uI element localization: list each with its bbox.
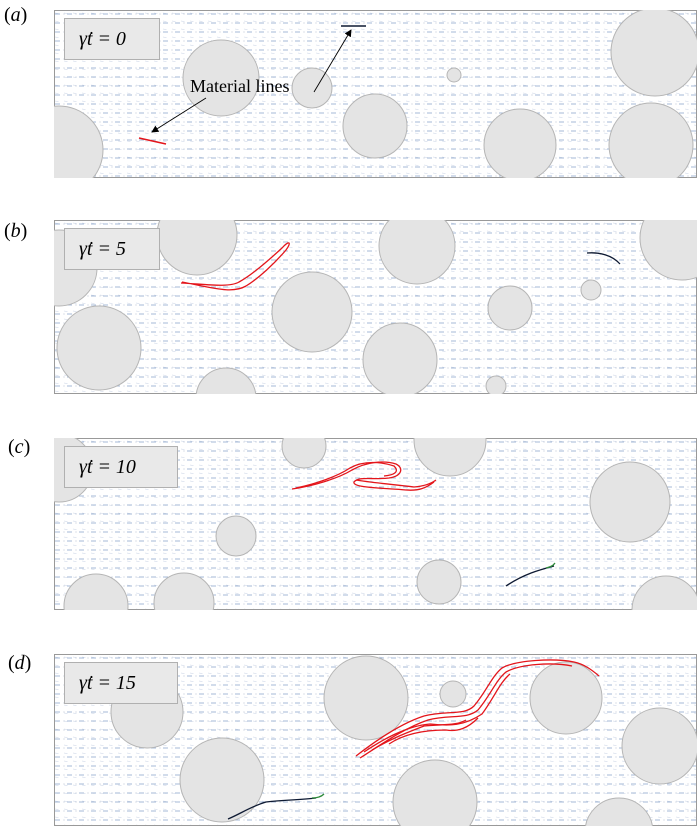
material-line-dark-c [505, 562, 556, 587]
panel-d: γ̇t = 15 [54, 654, 697, 826]
time-label-d: γ̇t = 15 [64, 662, 178, 704]
panel-d-plot [54, 654, 697, 826]
material-lines-annotation: Material lines [190, 76, 290, 96]
panel-b: γ̇t = 5 [54, 220, 697, 394]
panel-label-a: (a) [4, 4, 28, 26]
panel-c: γ̇t = 10 [54, 438, 697, 610]
material-line-red-d [355, 659, 600, 759]
annotation-arrow-2 [151, 97, 207, 133]
time-label-c: γ̇t = 10 [64, 446, 178, 488]
time-label-a: γ̇t = 0 [64, 18, 160, 60]
material-line-red-a [138, 137, 167, 145]
panel-label-d: (d) [8, 652, 32, 674]
material-line-red-b [180, 242, 290, 291]
panel-label-b: (b) [4, 220, 28, 242]
material-line-red-c [291, 461, 437, 491]
panel-a: γ̇t = 0 Material lines [54, 10, 697, 178]
panel-label-c: (c) [8, 436, 31, 458]
annotation-arrow-1 [313, 29, 352, 93]
time-label-b: γ̇t = 5 [64, 228, 160, 270]
panel-b-plot [54, 220, 697, 394]
particles-a [54, 10, 697, 178]
particles-d [110, 655, 697, 826]
panel-a-plot [54, 10, 697, 178]
material-line-dark-b [586, 252, 621, 265]
material-line-dark-d [227, 793, 325, 820]
